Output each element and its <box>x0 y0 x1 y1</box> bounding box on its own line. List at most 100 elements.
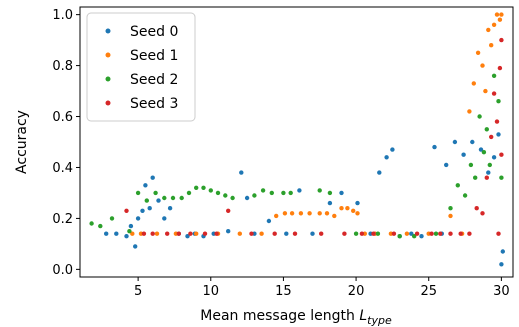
data-point-seed-2 <box>230 195 235 201</box>
data-point-seed-0 <box>500 249 505 254</box>
legend-marker-seed-0 <box>105 28 111 34</box>
data-point-seed-0 <box>384 155 389 160</box>
data-point-seed-3 <box>319 231 324 236</box>
data-point-seed-0 <box>470 139 475 145</box>
data-point-seed-1 <box>404 231 410 236</box>
data-point-seed-0 <box>377 170 382 175</box>
data-point-seed-2 <box>201 185 206 190</box>
data-point-seed-2 <box>487 162 492 168</box>
data-point-seed-3 <box>202 231 208 236</box>
data-point-seed-0 <box>114 231 119 236</box>
data-point-seed-0 <box>310 231 315 236</box>
data-point-seed-0 <box>339 190 344 196</box>
legend-marker-seed-1 <box>105 52 111 58</box>
data-point-seed-2 <box>127 229 132 234</box>
data-point-seed-1 <box>499 12 504 17</box>
data-point-seed-1 <box>448 213 453 219</box>
data-point-seed-1 <box>154 231 160 236</box>
y-axis-ticks: 0.0 0.2 0.4 0.6 0.8 1.0 <box>52 8 80 278</box>
data-point-seed-0 <box>150 175 155 180</box>
data-point-seed-0 <box>461 152 466 157</box>
data-point-seed-0 <box>135 216 141 221</box>
y-tick-label: 0.6 <box>52 110 73 125</box>
data-point-seed-2 <box>269 190 274 196</box>
data-point-seed-3 <box>494 119 500 124</box>
data-point-seed-2 <box>260 188 266 193</box>
legend-label-seed-0: Seed 0 <box>130 24 178 40</box>
data-point-seed-3 <box>165 231 170 236</box>
data-point-seed-3 <box>124 208 129 213</box>
data-point-seed-0 <box>444 162 449 168</box>
data-point-seed-2 <box>98 223 103 229</box>
data-point-seed-3 <box>429 231 434 236</box>
data-point-seed-0 <box>147 206 152 211</box>
data-point-seed-2 <box>162 195 167 201</box>
data-point-seed-0 <box>226 229 231 234</box>
data-point-seed-3 <box>342 231 347 236</box>
data-point-seed-1 <box>497 17 503 22</box>
data-point-seed-2 <box>153 190 158 196</box>
data-point-seed-2 <box>448 206 453 211</box>
x-axis-label: Mean message length Ltype <box>200 308 392 327</box>
data-point-seed-1 <box>317 211 322 216</box>
data-point-seed-2 <box>317 188 322 193</box>
data-point-seed-2 <box>477 114 482 119</box>
data-point-seed-3 <box>474 206 479 211</box>
legend-box <box>86 12 196 122</box>
data-point-seed-0 <box>244 195 250 201</box>
data-point-seed-2 <box>186 190 192 196</box>
data-point-seed-3 <box>484 175 489 180</box>
y-axis-label: Accuracy <box>14 110 30 174</box>
data-point-seed-1 <box>307 211 312 216</box>
x-tick-label: 30 <box>493 284 510 299</box>
data-point-seed-2 <box>281 190 286 196</box>
y-tick-label: 0.2 <box>52 212 73 227</box>
data-point-seed-3 <box>272 231 277 236</box>
data-point-seed-2 <box>252 193 257 198</box>
data-point-seed-1 <box>351 208 356 213</box>
data-point-seed-0 <box>432 144 437 150</box>
data-point-seed-3 <box>371 231 376 236</box>
data-point-seed-1 <box>471 81 476 86</box>
data-point-seed-3 <box>499 152 504 157</box>
data-point-seed-2 <box>433 231 439 236</box>
data-point-seed-1 <box>489 43 494 48</box>
data-point-seed-2 <box>499 175 504 180</box>
data-point-seed-1 <box>486 27 491 33</box>
data-point-seed-1 <box>289 211 295 216</box>
data-point-seed-2 <box>468 162 474 168</box>
data-point-seed-2 <box>208 188 213 193</box>
data-point-seed-0 <box>156 198 161 203</box>
x-tick-label: 25 <box>420 284 437 299</box>
data-point-seed-1 <box>467 109 472 114</box>
data-point-seed-3 <box>214 231 219 236</box>
data-point-seed-0 <box>143 183 148 188</box>
legend: Seed 0 Seed 1 Seed 2 Seed 3 <box>86 12 196 122</box>
data-point-seed-3 <box>292 231 298 236</box>
data-point-seed-0 <box>266 218 272 224</box>
data-point-seed-2 <box>215 190 221 196</box>
data-point-seed-3 <box>226 208 231 213</box>
data-point-seed-1 <box>298 211 304 216</box>
data-point-seed-2 <box>375 231 381 236</box>
data-point-seed-2 <box>473 175 478 180</box>
data-point-seed-2 <box>462 193 468 198</box>
data-point-seed-1 <box>345 206 350 211</box>
data-point-seed-0 <box>486 170 491 175</box>
data-point-seed-2 <box>223 193 228 198</box>
data-point-seed-1 <box>259 231 264 236</box>
data-point-seed-3 <box>499 37 504 43</box>
data-point-seed-3 <box>188 231 193 236</box>
data-point-seed-3 <box>489 134 494 140</box>
data-point-seed-2 <box>109 216 115 221</box>
data-point-seed-3 <box>391 231 397 236</box>
data-point-seed-3 <box>497 65 503 71</box>
data-point-seed-3 <box>480 211 485 216</box>
data-point-seed-0 <box>409 231 414 236</box>
data-point-seed-1 <box>483 88 488 94</box>
data-point-seed-0 <box>496 132 501 137</box>
data-point-seed-1 <box>491 22 497 27</box>
data-point-seed-3 <box>467 231 472 236</box>
data-point-seed-3 <box>458 231 463 236</box>
